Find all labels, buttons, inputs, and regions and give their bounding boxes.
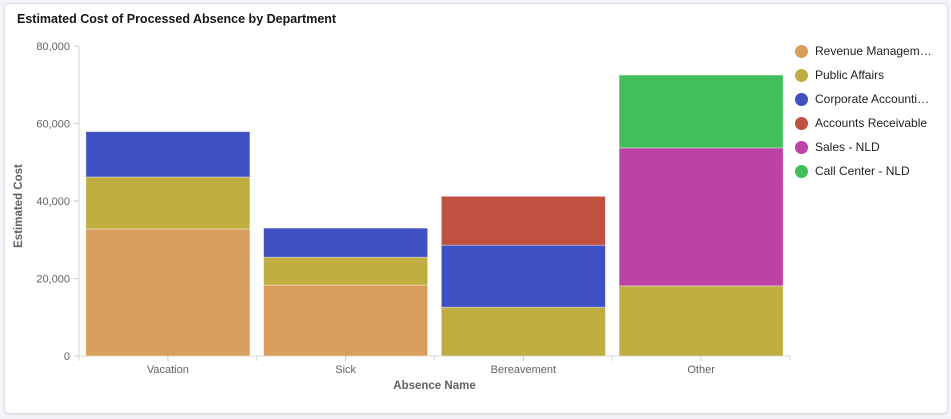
x-axis-title: Absence Name: [393, 380, 475, 392]
legend-label: Accounts Receivable: [815, 116, 928, 130]
legend-label: Public Affairs: [815, 68, 885, 82]
chart-card: Estimated Cost of Processed Absence by D…: [4, 3, 948, 414]
legend-item[interactable]: Corporate Accounti…: [795, 87, 932, 111]
legend-swatch-icon: [795, 140, 808, 154]
y-tick-label: 20,000: [36, 274, 70, 286]
legend-label: Corporate Accounti…: [815, 92, 930, 106]
x-tick-label: Other: [687, 364, 715, 376]
bar-segment[interactable]: [85, 228, 251, 357]
y-tick-label: 60,000: [36, 119, 70, 131]
chart-legend: Revenue Managem… Public Affairs Corporate …: [795, 39, 932, 183]
bar-segment[interactable]: [85, 176, 251, 230]
legend-label: Call Center - NLD: [815, 164, 910, 178]
bar-segment[interactable]: [618, 74, 784, 149]
bar-segment[interactable]: [440, 195, 606, 246]
legend-label: Sales - NLD: [815, 140, 880, 154]
y-tick-label: 0: [64, 351, 70, 363]
bar-segment[interactable]: [618, 285, 784, 357]
bar-segment[interactable]: [263, 284, 429, 357]
y-tick-label: 80,000: [36, 41, 70, 53]
bar-segment[interactable]: [618, 147, 784, 287]
legend-swatch-icon: [795, 164, 808, 178]
legend-swatch-icon: [795, 92, 808, 106]
bar-segment[interactable]: [263, 256, 429, 286]
x-tick-label: Vacation: [147, 364, 189, 376]
chart-title: Estimated Cost of Processed Absence by D…: [17, 12, 337, 26]
legend-swatch-icon: [795, 116, 808, 130]
y-tick-label: 40,000: [36, 196, 70, 208]
bar-segment[interactable]: [85, 131, 251, 178]
stacked-bar-chart: 0 20,000 40,000 60,000 80,000 Vacation Sick Ber…: [13, 41, 791, 392]
x-tick-label: Sick: [335, 364, 356, 376]
legend-swatch-icon: [795, 68, 808, 82]
x-tick-label: Bereavement: [491, 364, 556, 376]
legend-swatch-icon: [795, 44, 808, 58]
legend-label: Revenue Managem…: [815, 44, 932, 58]
legend-item[interactable]: Revenue Managem…: [795, 39, 932, 63]
legend-item[interactable]: Call Center - NLD: [795, 159, 932, 183]
legend-item[interactable]: Sales - NLD: [795, 135, 932, 159]
legend-item[interactable]: Public Affairs: [795, 63, 932, 87]
bar-segment[interactable]: [440, 306, 606, 357]
legend-item[interactable]: Accounts Receivable: [795, 111, 932, 135]
bar-segment[interactable]: [440, 244, 606, 308]
bar-segment[interactable]: [263, 227, 429, 258]
y-axis-title: Estimated Cost: [13, 164, 25, 248]
